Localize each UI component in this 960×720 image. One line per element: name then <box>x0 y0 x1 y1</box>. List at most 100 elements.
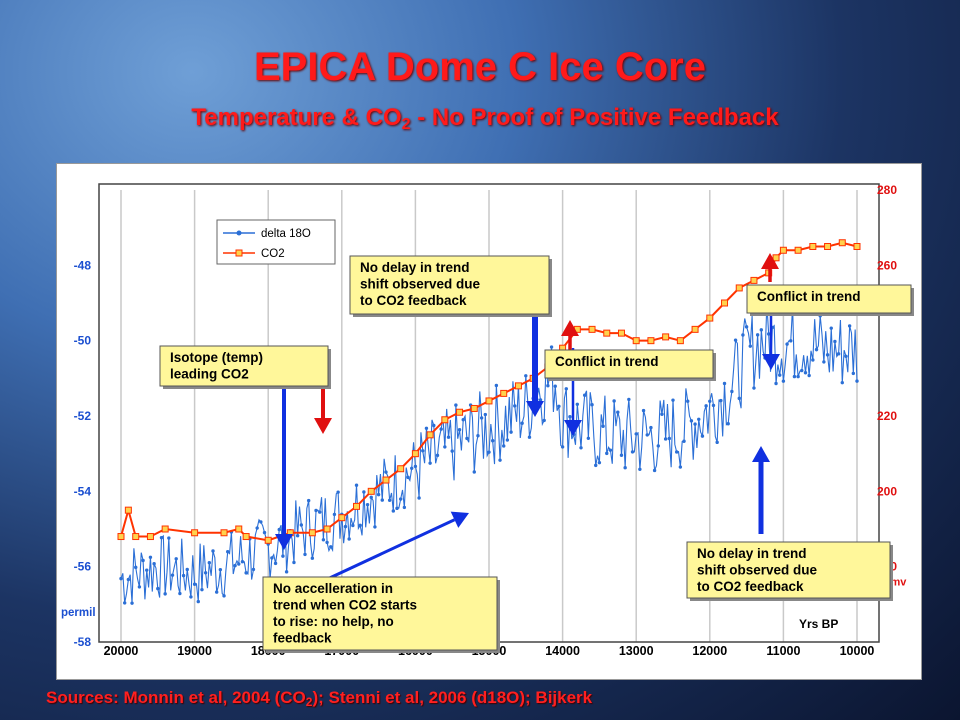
co2-point <box>191 529 199 537</box>
left-axis-unit: permil <box>61 607 96 619</box>
delta18o-point <box>417 496 421 500</box>
delta18o-point <box>689 419 694 423</box>
delta18o-point <box>446 435 451 439</box>
delta18o-point <box>652 468 657 473</box>
delta18o-point <box>424 426 429 430</box>
arrow-nodelay1-blue-head <box>526 401 544 417</box>
delta18o-point <box>594 463 598 468</box>
delta18o-point <box>601 424 605 428</box>
arrow-conflict2-blue-head <box>762 354 780 370</box>
delta18o-point <box>627 397 631 402</box>
delta18o-point <box>454 403 458 407</box>
delta18o-point <box>369 495 373 500</box>
callout-text: to CO2 feedback <box>360 293 467 308</box>
delta18o-point <box>270 556 274 560</box>
delta18o-point <box>487 450 491 454</box>
delta18o-point <box>251 567 256 572</box>
delta18o-point <box>207 560 212 565</box>
delta18o-point <box>406 475 410 480</box>
delta18o-point <box>281 554 285 558</box>
delta18o-point <box>181 573 186 578</box>
co2-point <box>124 506 132 514</box>
delta18o-point <box>722 381 727 386</box>
delta18o-point <box>649 425 653 430</box>
delta18o-point <box>145 568 149 572</box>
delta18o-point <box>509 430 513 434</box>
x-tick-label: 20000 <box>104 644 139 658</box>
x-tick-label: 11000 <box>766 644 800 658</box>
delta18o-point <box>638 467 642 471</box>
delta18o-point <box>814 347 819 352</box>
co2-point <box>691 325 699 333</box>
delta18o-point <box>693 422 697 426</box>
x-tick-label: 19000 <box>177 644 212 658</box>
x-axis-label: Yrs BP <box>799 617 838 631</box>
callout-text: shift observed due <box>697 563 818 578</box>
delta18o-point <box>825 353 830 357</box>
legend-box <box>216 219 336 265</box>
co2-point <box>338 514 346 522</box>
delta18o-point <box>351 523 355 528</box>
sources-footer: Sources: Monnin et al, 2004 (CO2); Stenn… <box>46 688 592 709</box>
co2-point <box>647 337 655 345</box>
delta18o-point <box>719 398 723 403</box>
delta18o-point <box>822 360 826 364</box>
right-tick-label: 280 <box>877 183 897 197</box>
delta18o-point <box>421 449 425 453</box>
co2-point <box>809 243 817 250</box>
delta18o-point <box>623 465 627 470</box>
arrow-noaccel-blue-shaft <box>320 518 456 584</box>
arrow-conflict1-red-head <box>561 320 579 336</box>
delta18o-point <box>259 520 263 524</box>
delta18o-point <box>586 436 591 441</box>
delta18o-point <box>796 374 800 379</box>
callout-text: No accelleration in <box>273 581 393 596</box>
delta18o-point <box>244 571 248 575</box>
arrow-isotope-red-head <box>314 418 332 434</box>
delta18o-point <box>365 502 370 507</box>
delta18o-point <box>667 436 672 441</box>
delta18o-point <box>608 448 613 452</box>
delta18o-point <box>785 342 789 346</box>
x-tick-label: 14000 <box>545 644 580 658</box>
delta18o-point <box>465 436 469 441</box>
delta18o-point <box>840 380 844 385</box>
delta18o-point <box>332 512 337 517</box>
delta18o-point <box>524 374 528 378</box>
delta18o-point <box>413 464 418 469</box>
delta18o-point <box>498 458 502 462</box>
delta18o-point <box>343 524 348 529</box>
delta18o-point <box>395 506 399 511</box>
delta18o-point <box>439 427 443 431</box>
arrow-conflict1-blue-head <box>564 420 582 436</box>
chart-svg: 2000019000180001700016000150001400013000… <box>61 183 914 658</box>
delta18o-point <box>159 535 164 540</box>
delta18o-point <box>579 446 583 450</box>
co2-point <box>824 243 832 250</box>
arrow-isotope-blue-head <box>275 534 293 550</box>
x-tick-label: 13000 <box>619 644 654 658</box>
delta18o-point <box>325 540 329 545</box>
callout-box-conflict-1 <box>544 349 714 379</box>
delta18o-point <box>476 433 480 438</box>
delta18o-point <box>222 594 226 598</box>
delta18o-point <box>582 393 587 397</box>
delta18o-point <box>277 527 281 532</box>
delta18o-point <box>318 510 322 514</box>
delta18o-point <box>130 601 134 605</box>
delta18o-point <box>192 582 197 586</box>
co2-point <box>706 314 714 322</box>
callout-text: Isotope (temp) <box>170 350 263 365</box>
co2-point <box>794 246 802 254</box>
co2-point <box>426 431 434 439</box>
delta18o-point <box>373 525 377 529</box>
co2-point <box>382 476 390 484</box>
delta18o-point <box>708 399 712 404</box>
delta18o-point <box>678 465 683 469</box>
delta18o-point <box>303 552 307 557</box>
delta18o-point <box>752 386 756 390</box>
x-tick-label: 12000 <box>692 644 727 658</box>
delta18o-point <box>185 567 189 572</box>
delta18o-point <box>807 373 811 378</box>
delta18o-point <box>737 396 741 401</box>
